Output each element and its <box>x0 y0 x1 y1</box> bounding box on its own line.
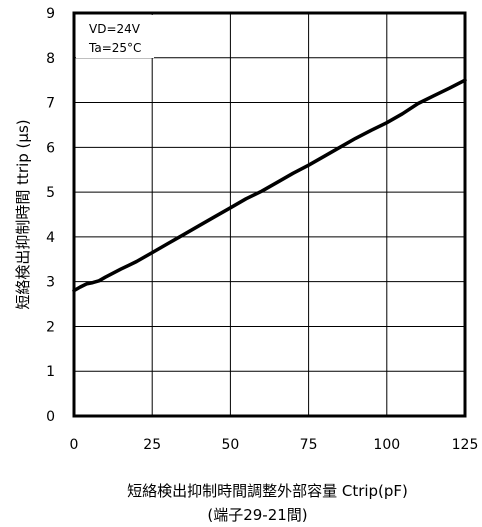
annotation-vd: VD=24V <box>89 22 141 36</box>
y-tick-label-7: 7 <box>46 96 55 112</box>
x-tick-label-2: 50 <box>221 437 239 453</box>
y-tick-label-9: 9 <box>46 6 55 22</box>
series-group <box>72 78 467 293</box>
annotation-box: VD=24V Ta=25°C <box>76 15 154 58</box>
x-tick-label-3: 75 <box>300 437 318 453</box>
x-tick-label-5: 125 <box>452 437 479 453</box>
y-tick-label-4: 4 <box>46 230 55 246</box>
y-tick-labels: 0 1 2 3 4 5 6 7 8 9 <box>46 6 55 425</box>
annotation-ta: Ta=25°C <box>88 41 141 55</box>
y-tick-label-8: 8 <box>46 51 55 67</box>
x-axis-subtitle: (端子29-21間) <box>207 506 307 524</box>
series-line-0 <box>72 78 467 293</box>
y-axis-title: 短絡検出抑制時間 ttrip (μs) <box>14 119 32 309</box>
plot-frame <box>72 11 467 418</box>
x-tick-labels: 0 25 50 75 100 125 <box>70 437 479 453</box>
y-tick-label-6: 6 <box>46 140 55 156</box>
annotation-background <box>76 15 154 58</box>
y-tick-label-2: 2 <box>46 319 55 335</box>
x-tick-label-1: 25 <box>143 437 161 453</box>
y-tick-label-3: 3 <box>46 275 55 291</box>
x-tick-label-4: 100 <box>373 437 400 453</box>
y-tick-label-0: 0 <box>46 409 55 425</box>
x-axis-title: 短絡検出抑制時間調整外部容量 Ctrip(pF) <box>127 482 408 500</box>
grid <box>73 12 466 417</box>
y-tick-label-5: 5 <box>46 185 55 201</box>
y-tick-label-1: 1 <box>46 364 55 380</box>
x-tick-label-0: 0 <box>70 437 79 453</box>
